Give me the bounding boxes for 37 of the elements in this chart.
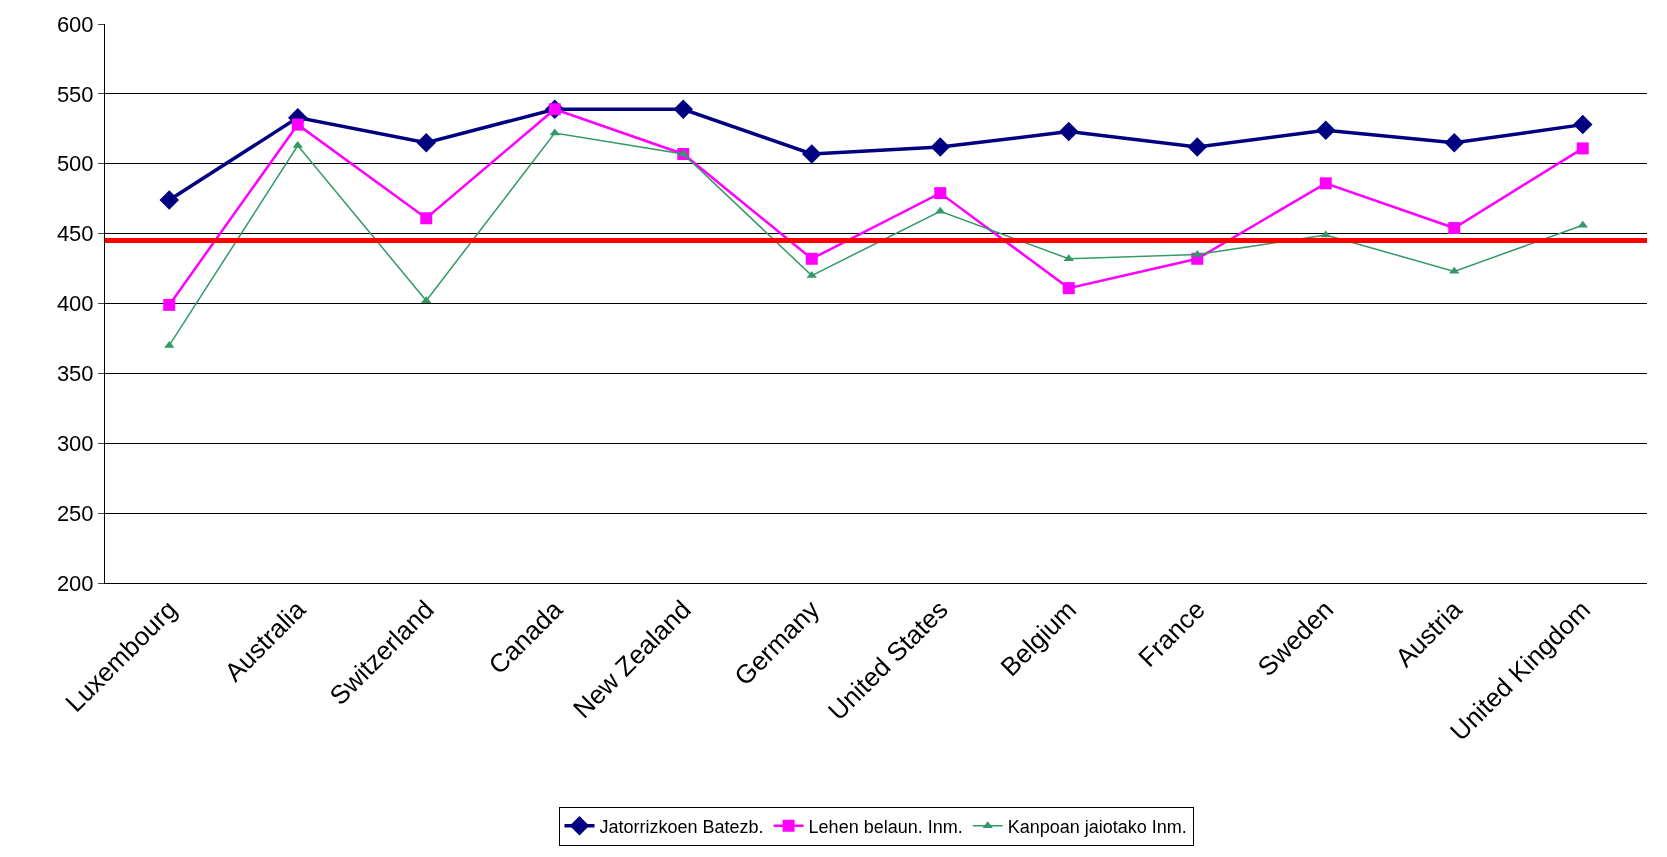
point xyxy=(163,298,176,311)
point xyxy=(1444,133,1464,153)
point xyxy=(1320,230,1331,238)
point xyxy=(802,144,822,164)
y-tick-label: 550 xyxy=(56,81,94,107)
point xyxy=(1576,142,1589,155)
point xyxy=(1316,120,1336,140)
point xyxy=(420,212,433,225)
point xyxy=(1063,254,1074,262)
point xyxy=(805,252,818,265)
y-tick-label: 600 xyxy=(56,11,94,37)
legend-label: Jatorrizkoen Batezb. xyxy=(599,816,764,837)
point xyxy=(935,206,946,214)
y-tick-label: 400 xyxy=(56,291,94,317)
point xyxy=(1573,114,1593,135)
point xyxy=(416,133,436,153)
point xyxy=(549,128,560,136)
legend-label: Lehen belaun. Inm. xyxy=(808,816,963,837)
y-tick-label: 350 xyxy=(56,361,94,387)
point xyxy=(1319,177,1332,190)
y-tick-label: 500 xyxy=(56,151,94,177)
legend-label: Kanpoan jaiotako Inm. xyxy=(1007,816,1187,837)
point xyxy=(930,137,950,157)
y-tick-label: 300 xyxy=(56,430,94,456)
point xyxy=(291,118,304,131)
point xyxy=(1059,121,1079,142)
y-tick-label: 450 xyxy=(56,221,94,247)
point xyxy=(1187,137,1207,157)
point xyxy=(1449,266,1460,274)
point xyxy=(1448,222,1461,235)
point xyxy=(1062,282,1075,295)
point xyxy=(164,340,175,348)
y-tick-label: 200 xyxy=(56,570,94,596)
point xyxy=(673,99,693,119)
point xyxy=(159,190,179,210)
y-tick-label: 250 xyxy=(56,500,94,526)
point xyxy=(934,187,947,200)
